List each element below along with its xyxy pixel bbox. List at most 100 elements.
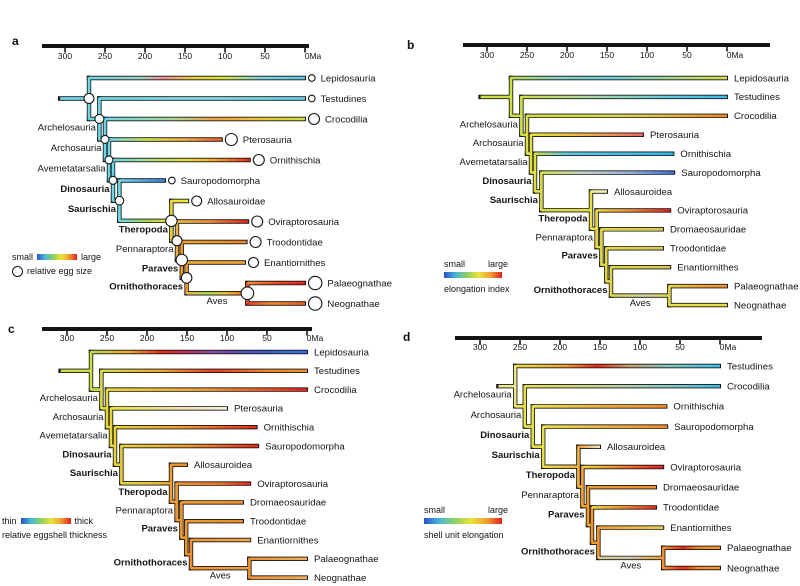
tip-label: Testudines [314, 366, 360, 377]
tip-label: Lepidosauria [314, 347, 370, 358]
legend-max-label: thick [74, 516, 94, 526]
clade-label: Archosauria [471, 410, 522, 421]
clade-label: Paraves [142, 263, 178, 274]
legend-caption: relative egg size [27, 265, 93, 276]
clade-label: Theropoda [119, 224, 169, 235]
clade-label: Paraves [561, 251, 597, 262]
clade-label: Ornithothoraces [521, 546, 595, 557]
tip-label: Crocodilia [325, 114, 368, 125]
axis-tick-label: 200 [560, 50, 574, 60]
panel-d-tree: 300 250 200 150 100 50 0Ma Archelosauria Testudi… [454, 336, 792, 574]
node-circle [240, 286, 255, 301]
axis-tick-label: 300 [473, 342, 487, 352]
tip-circle [307, 94, 316, 103]
tip-circle [247, 256, 260, 269]
legend-max-label: large [81, 252, 102, 262]
clade-label: Avemetatarsalia [40, 431, 109, 442]
panel-c-tree: 300 250 200 150 100 50 0Ma Lepidosauria Archelos… [40, 327, 379, 584]
tip-circle [307, 296, 323, 311]
clade-label: Archosauria [473, 138, 524, 149]
tip-label: Neognathae [727, 563, 779, 574]
tip-label: Oviraptorosauria [670, 462, 742, 473]
tip-label: Oviraptorosauria [257, 479, 329, 490]
clade-label: Dinosauria [482, 176, 532, 187]
clade-label: Paraves [548, 510, 584, 521]
axis-end-label: 0Ma [307, 333, 324, 343]
node-circle [108, 175, 118, 185]
tip-label: Palaeognathae [734, 281, 799, 292]
tip-label: Allosauroidae [207, 196, 265, 207]
tip-circle [307, 112, 321, 126]
panel-a-tree: 300 250 200 150 100 50 0Ma Lepidosauria Archelos… [38, 44, 392, 311]
tip-circle [307, 275, 323, 291]
panel-letter-a: a [12, 34, 19, 48]
axis-tick-label: 50 [675, 342, 685, 352]
tip-label: Allosauroidea [194, 460, 253, 471]
legend-shell-unit-elongation: small large shell unit elongation [424, 505, 508, 540]
tip-label: Sauropodomorpha [674, 422, 754, 433]
tip-label: Dromaeosauridae [663, 483, 739, 494]
axis-tick-label: 300 [480, 50, 494, 60]
clade-label: Saurischia [68, 204, 117, 215]
tip-circle [249, 235, 262, 249]
tip-label: Sauropodomorpha [181, 176, 261, 187]
node-circle [171, 235, 183, 247]
clade-label: Theropoda [526, 470, 576, 481]
clade-label: Paraves [141, 524, 177, 535]
clade-label: Saurischia [490, 195, 539, 206]
tip-label: Troodontidae [663, 503, 719, 514]
tip-label: Troodontidae [670, 244, 726, 255]
tip-circle [252, 153, 265, 167]
tip-label: Oviraptorosauria [268, 217, 340, 228]
egg-size-circle-icon [12, 265, 23, 277]
node-circle [104, 155, 114, 165]
legend-eggshell-thickness: thin thick relative eggshell thickness [2, 516, 107, 541]
tip-label: Troodontidae [250, 517, 306, 528]
clade-label: Aves [207, 296, 228, 307]
axis-tick-label: 250 [98, 51, 112, 61]
tip-circle [167, 176, 176, 185]
clade-label: Dinosauria [60, 184, 110, 195]
tip-label: Crocodilia [734, 111, 777, 122]
legend-relative-egg-size: small large relative egg size [12, 252, 101, 277]
clade-label: Pennaraptora [536, 232, 594, 243]
axis-end-label: 0Ma [305, 51, 322, 61]
colorbar [444, 271, 502, 278]
node-circle [94, 113, 105, 125]
colorbar [20, 518, 71, 525]
tip-label: Lepidosauria [734, 73, 790, 84]
clade-label: Archelosauria [38, 122, 97, 133]
legend-min-label: small [12, 252, 34, 262]
axis-tick-label: 250 [513, 342, 527, 352]
legend-max-label: large [487, 505, 508, 515]
tip-label: Dromaeosauridae [250, 498, 326, 509]
tip-label: Neognathae [734, 300, 786, 311]
clade-label: Ornithothoraces [109, 281, 183, 292]
legend-caption: shell unit elongation [424, 529, 504, 540]
tip-label: Oviraptorosauria [677, 206, 749, 217]
clade-label: Saurischia [492, 450, 541, 461]
legend-elongation-index: small large elongation index [444, 259, 510, 294]
clade-label: Pennaraptora [116, 244, 174, 255]
axis-tick-label: 100 [220, 333, 234, 343]
axis-tick-label: 250 [100, 333, 114, 343]
clade-label: Dinosauria [480, 430, 530, 441]
clade-label: Archosauria [53, 412, 104, 423]
clade-label: Archelosauria [460, 119, 519, 130]
tip-label: Crocodilia [314, 385, 357, 396]
tip-label: Palaeognathae [327, 278, 392, 289]
legend-min-label: small [444, 259, 466, 269]
axis-tick-label: 150 [600, 50, 614, 60]
clade-label: Saurischia [70, 468, 119, 479]
clade-label: Aves [210, 571, 231, 582]
node-circle [100, 134, 110, 145]
axis-tick-label: 100 [218, 51, 232, 61]
panel-b-tree: 300 250 200 150 100 50 0Ma Lepidosauria Archelos… [460, 43, 799, 311]
tip-label: Ornithischia [264, 423, 315, 434]
node-circle [114, 195, 125, 206]
tip-label: Allosauroidea [614, 187, 673, 198]
clade-label: Ornithothoraces [114, 558, 188, 569]
tip-label: Sauropodomorpha [265, 441, 345, 452]
tip-label: Enantiornithes [677, 263, 739, 274]
